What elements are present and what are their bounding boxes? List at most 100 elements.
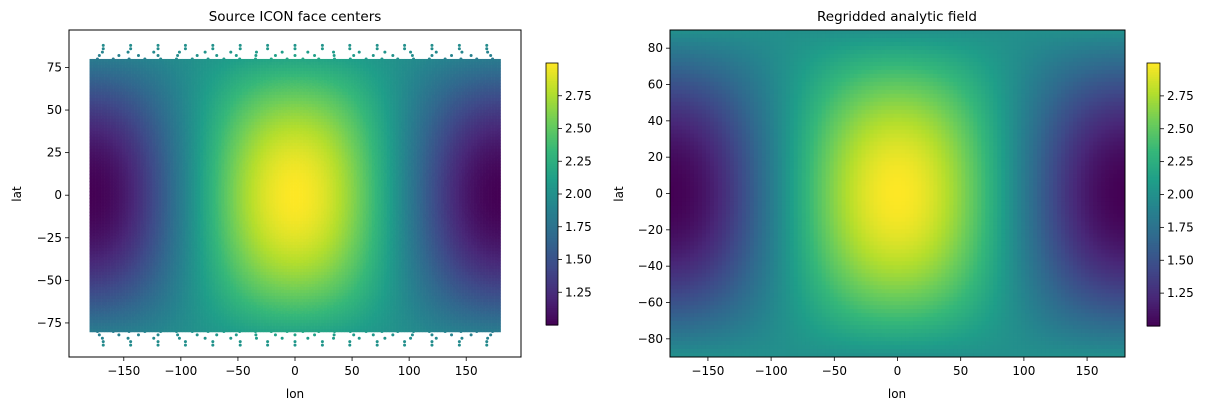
scatter-point [247,210,251,214]
scatter-point [172,309,176,313]
scatter-point [337,295,341,299]
scatter-point [457,115,461,119]
scatter-point [311,200,315,204]
scatter-point [390,312,394,316]
scatter-point [366,173,370,177]
scatter-point [312,122,316,126]
scatter-point [286,101,290,105]
scatter-point [358,135,362,139]
scatter-point [352,302,356,306]
scatter-point [440,285,444,289]
scatter-point [221,302,225,306]
scatter-point [436,237,440,241]
scatter-point [181,71,185,75]
scatter-point [175,261,179,265]
scatter-point [488,306,492,310]
scatter-point [483,84,487,88]
scatter-point [423,265,427,269]
scatter-point [115,166,119,170]
scatter-point [425,146,429,150]
scatter-point [384,217,388,221]
right-xtick-label: 100 [1012,364,1035,378]
scatter-point [307,214,311,218]
scatter-point [474,227,478,231]
scatter-point [452,217,456,221]
scatter-point [229,159,233,163]
scatter-point [371,105,375,109]
scatter-point [143,299,147,303]
scatter-point [267,258,271,262]
scatter-point [393,217,397,221]
scatter-point [119,251,123,255]
scatter-point [298,244,302,248]
scatter-point [134,91,138,95]
scatter-point [288,135,292,139]
scatter-point [188,190,192,194]
scatter-point [458,77,462,81]
scatter-point [410,217,414,221]
scatter-point [245,312,249,316]
scatter-point [137,292,141,296]
scatter-point [125,152,129,156]
scatter-point [377,309,381,313]
scatter-point [375,47,379,51]
scatter-point [253,312,257,316]
scatter-point [343,159,347,163]
scatter-point [345,265,349,269]
scatter-point [118,285,122,289]
scatter-point [93,64,97,68]
scatter-point [177,50,181,54]
scatter-point [98,81,102,85]
scatter-point [306,60,310,64]
scatter-point [492,326,496,330]
scatter-point [332,54,336,58]
scatter-point [90,275,94,279]
right-colorbar-tick-label: 1.50 [1167,253,1194,267]
scatter-point [435,169,439,173]
scatter-point [393,186,397,190]
scatter-point [464,84,468,88]
scatter-point [145,265,149,269]
scatter-point [382,128,386,132]
scatter-point [157,248,161,252]
scatter-point [195,54,199,58]
scatter-point [126,299,130,303]
scatter-point [299,237,303,241]
scatter-point [337,156,341,160]
scatter-point [426,197,430,201]
scatter-point [206,152,210,156]
scatter-point [356,323,360,327]
scatter-point [146,200,150,204]
scatter-point [312,220,316,224]
scatter-point [155,316,159,320]
scatter-point [269,244,273,248]
scatter-point [163,197,167,201]
scatter-point [188,203,192,207]
scatter-point [205,180,209,184]
scatter-point [368,193,372,197]
scatter-point [269,108,273,112]
scatter-point [306,50,310,54]
scatter-point [197,282,201,286]
scatter-point [306,81,310,85]
scatter-point [145,146,149,150]
scatter-point [249,88,253,92]
scatter-point [99,142,103,146]
scatter-point [170,105,174,109]
scatter-point [100,258,104,262]
scatter-point [453,207,457,211]
scatter-point [251,289,255,293]
scatter-point [296,152,300,156]
scatter-point [314,261,318,265]
scatter-point [410,272,414,276]
scatter-point [432,118,436,122]
scatter-point [458,173,462,177]
scatter-point [223,214,227,218]
scatter-point [351,71,355,75]
scatter-point [293,295,297,299]
scatter-point [196,323,200,327]
scatter-point [99,132,103,136]
scatter-point [266,47,270,51]
scatter-point [213,326,217,330]
scatter-point [375,43,379,47]
